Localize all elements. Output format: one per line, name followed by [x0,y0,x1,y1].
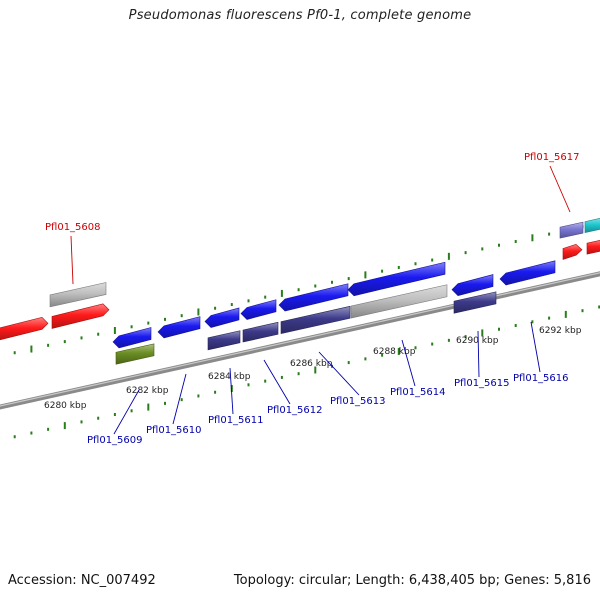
gene-leader-line [477,330,480,378]
gene-5616-arrow[interactable] [499,260,556,286]
gene-5612-arrow[interactable] [240,299,277,320]
gene-5612-box[interactable] [242,321,279,343]
gene-5615-box[interactable] [453,291,497,314]
gene-label[interactable]: Pfl01_5617 [524,152,580,163]
gene-red-arrow-a[interactable] [0,317,49,341]
gene-label[interactable]: Pfl01_5609 [87,435,143,446]
scale-label: 6280 kbp [44,401,87,411]
gene-label[interactable]: Pfl01_5615 [454,378,510,389]
gene-label[interactable]: Pfl01_5616 [513,373,569,384]
gene-5613-arrow[interactable] [278,283,349,312]
gene-red-arrow-b[interactable] [51,303,110,329]
gene-leader-line [549,165,571,213]
gene-label[interactable]: Pfl01_5613 [330,396,386,407]
genome-info-text: Topology: circular; Length: 6,438,405 bp… [233,573,591,588]
gene-leader-line [263,359,291,405]
gene-leader-line [530,321,541,373]
gene-leader-line [401,339,416,387]
gene-leader-line [113,389,140,435]
gene-label[interactable]: Pfl01_5608 [45,222,101,233]
gene-5614-box[interactable] [350,284,448,319]
gene-label[interactable]: Pfl01_5614 [390,387,446,398]
gene-leader-line [70,235,74,285]
gene-5611-arrow[interactable] [204,307,240,328]
gene-5609-box[interactable] [115,343,155,365]
gene-label[interactable]: Pfl01_5610 [146,425,202,436]
gene-leader-line [172,373,187,425]
gene-5617-cyan-box[interactable] [584,217,600,234]
scale-label: 6284 kbp [208,372,251,382]
upper-tick-track [13,221,600,355]
scale-label: 6286 kbp [290,359,333,369]
lower-tick-track [13,305,600,439]
page-title: Pseudomonas fluorescens Pf0-1, complete … [128,8,472,23]
scale-label: 6288 kbp [373,347,416,357]
gene-5614-arrow[interactable] [347,261,446,297]
accession-text: Accession: NC_007492 [8,573,156,588]
genome-backbone [0,271,600,410]
scale-label: 6292 kbp [539,326,582,336]
gene-leader-line [318,351,360,396]
gene-5610-arrow[interactable] [157,316,201,339]
gene-5615-arrow[interactable] [451,274,494,296]
scale-label: 6282 kbp [126,386,169,396]
gene-5617-red-arrow[interactable] [562,243,583,260]
gene-5608-box[interactable] [49,282,107,308]
scale-label: 6290 kbp [456,336,499,346]
gene-5617-box[interactable] [559,221,584,239]
gene-label[interactable]: Pfl01_5611 [208,415,264,426]
gene-label[interactable]: Pfl01_5612 [267,405,323,416]
gene-5611-box[interactable] [207,330,241,351]
gene-5609-arrow[interactable] [112,327,152,349]
gene-leader-line [229,367,234,415]
gene-5617-red-arrow-2[interactable] [586,239,600,255]
gene-5613-box[interactable] [280,305,351,334]
